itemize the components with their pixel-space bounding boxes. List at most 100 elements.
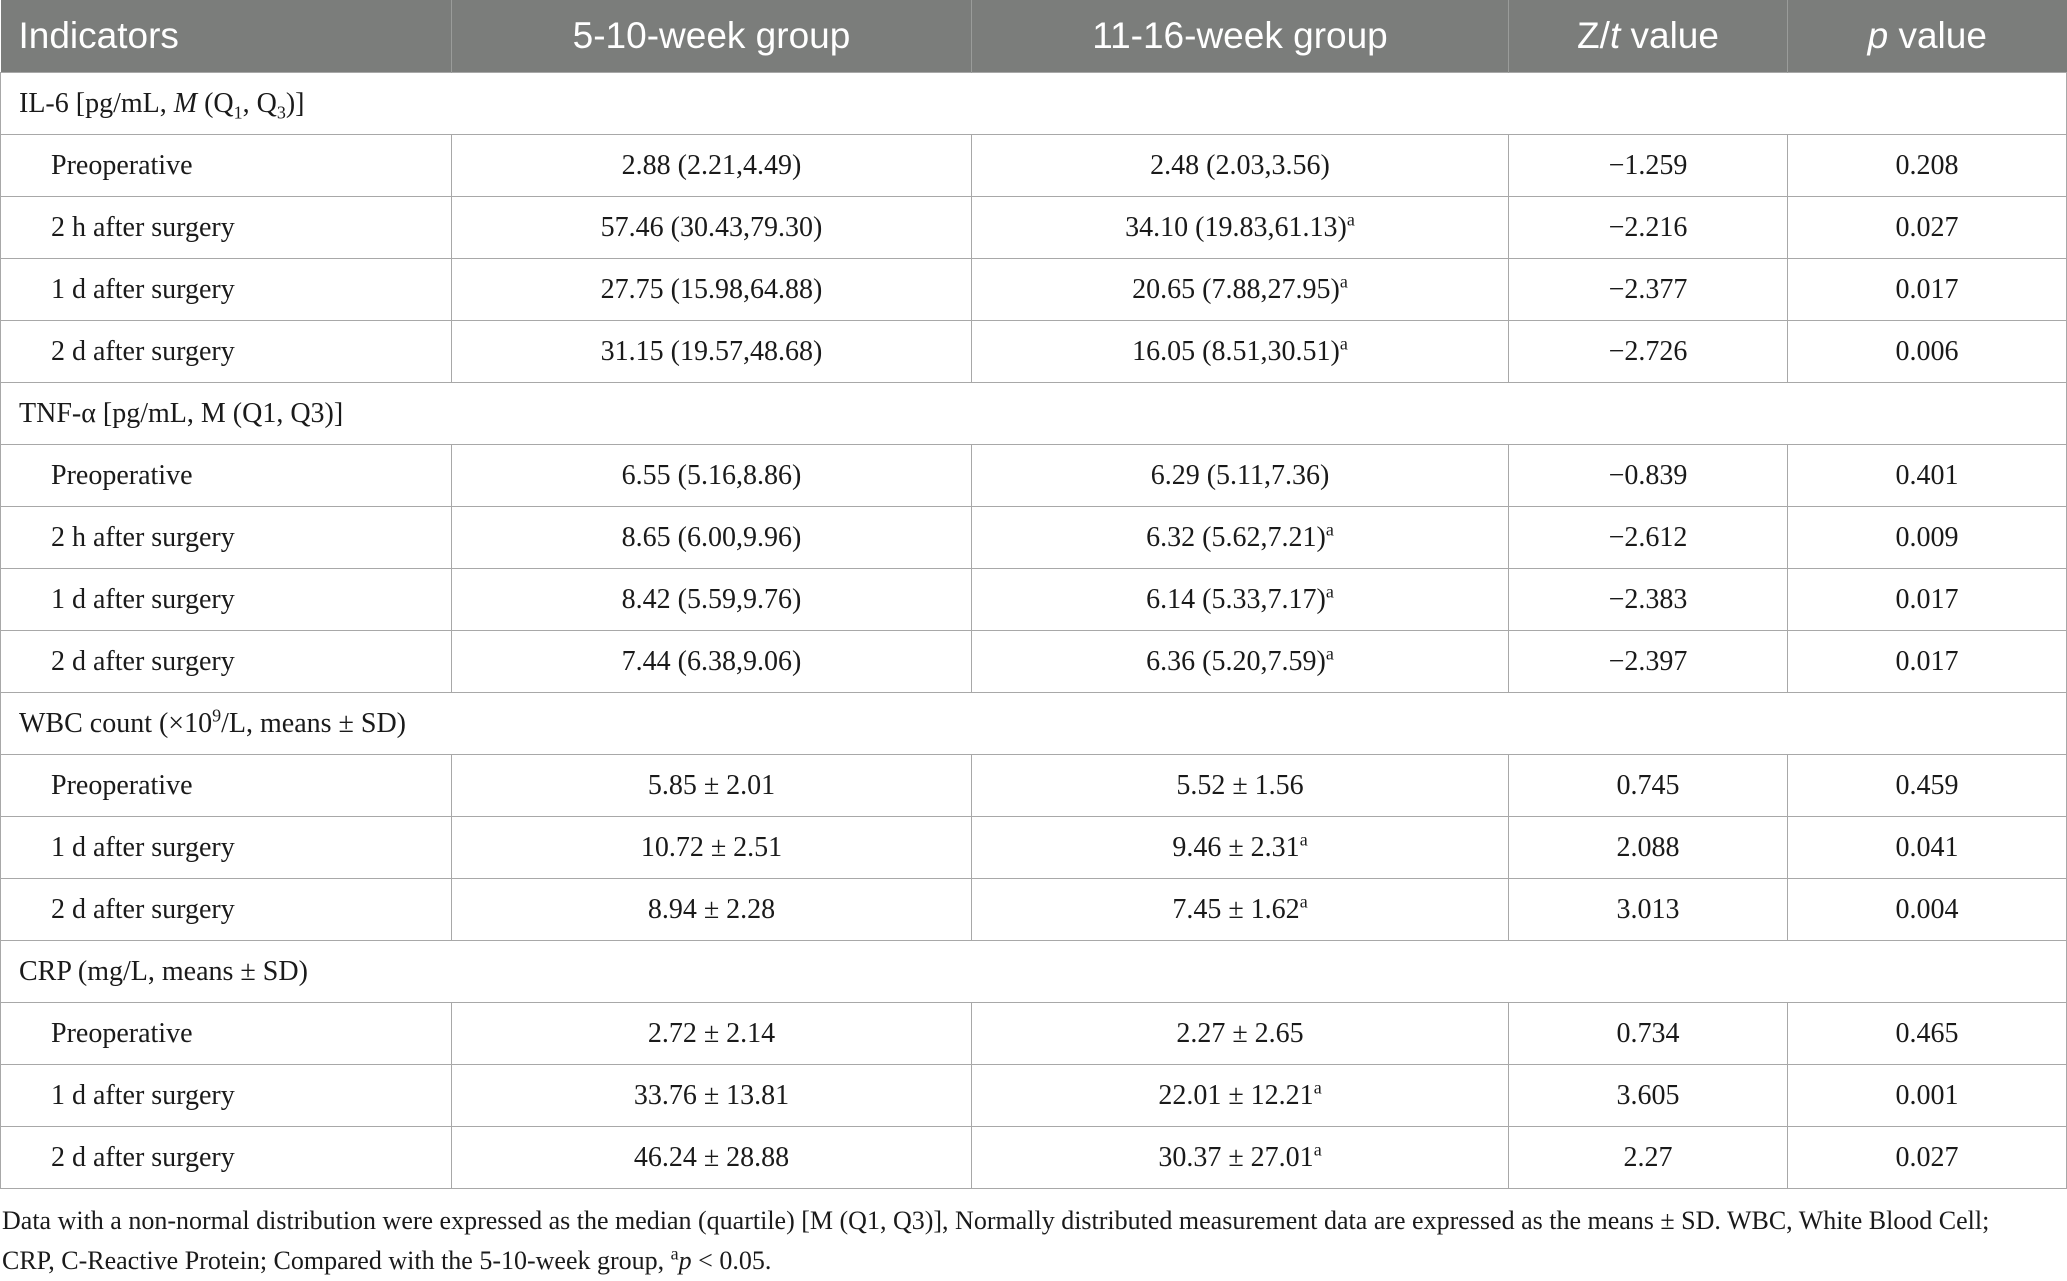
section-title-crp: CRP (mg/L, means ± SD) [0,940,2067,1003]
p-value-cell: 0.465 [1787,1002,2067,1065]
section-header-row: WBC count (×109/L, means ± SD) [0,692,2067,755]
group-b-value: 6.14 (5.33,7.17) [1146,583,1326,615]
significance-mark: a [1346,209,1355,230]
group-a-cell: 31.15 (19.57,48.68) [451,320,972,383]
section-title-superscript: 9 [212,705,222,726]
statistic-cell: −0.839 [1508,444,1788,507]
row-label: 2 d after surgery [0,878,452,941]
p-value-cell: 0.017 [1787,630,2067,693]
group-b-cell: 9.46 ± 2.31a [971,816,1509,879]
header-group-a: 5-10-week group [451,0,972,73]
row-label: Preoperative [0,444,452,507]
header-statistic-t: t [1609,15,1621,56]
group-b-cell: 16.05 (8.51,30.51)a [971,320,1509,383]
group-a-cell: 6.55 (5.16,8.86) [451,444,972,507]
header-group-b: 11-16-week group [971,0,1509,73]
group-b-value: 34.10 (19.83,61.13) [1125,211,1347,243]
row-label: 1 d after surgery [0,258,452,321]
table-row: Preoperative 2.88 (2.21,4.49) 2.48 (2.03,3… [0,134,2067,197]
group-b-value: 6.32 (5.62,7.21) [1146,521,1326,553]
statistic-cell: 2.27 [1508,1126,1788,1189]
significance-mark: a [1313,1139,1322,1160]
group-b-value: 2.27 ± 2.65 [1176,1017,1304,1049]
p-value-cell: 0.208 [1787,134,2067,197]
row-label: 2 d after surgery [0,630,452,693]
group-b-cell: 2.27 ± 2.65 [971,1002,1509,1065]
p-value-cell: 0.401 [1787,444,2067,507]
statistic-cell: −1.259 [1508,134,1788,197]
header-p-value: p value [1787,0,2067,73]
section-title-text: , Q [242,87,277,119]
section-title-subscript: 3 [276,102,286,123]
table-row: Preoperative 6.55 (5.16,8.86) 6.29 (5.11,7… [0,444,2067,507]
section-title-text: /L, means ± SD) [221,707,407,739]
group-b-value: 5.52 ± 1.56 [1176,769,1304,801]
row-label: Preoperative [0,134,452,197]
statistic-cell: −2.216 [1508,196,1788,259]
row-label: 2 h after surgery [0,196,452,259]
section-title-subscript: 1 [233,102,243,123]
section-header-row: IL-6 [pg/mL, M (Q1, Q3)] [0,72,2067,135]
significance-mark: a [1339,333,1348,354]
group-b-value: 20.65 (7.88,27.95) [1132,273,1340,305]
group-b-value: 7.45 ± 1.62 [1172,893,1300,925]
statistic-cell: 3.605 [1508,1064,1788,1127]
section-title-text: )] [285,87,305,119]
group-b-value: 16.05 (8.51,30.51) [1132,335,1340,367]
group-a-cell: 27.75 (15.98,64.88) [451,258,972,321]
group-b-cell: 6.14 (5.33,7.17)a [971,568,1509,631]
group-b-value: 6.29 (5.11,7.36) [1150,459,1330,491]
significance-mark: a [1299,829,1308,850]
section-title-wbc: WBC count (×109/L, means ± SD) [0,692,2067,755]
group-a-cell: 33.76 ± 13.81 [451,1064,972,1127]
section-title-text: IL-6 [pg/mL, [19,87,174,119]
table-row: 1 d after surgery 27.75 (15.98,64.88) 20.6… [0,258,2067,321]
group-b-value: 30.37 ± 27.01 [1158,1141,1314,1173]
header-p-italic: p [1867,15,1889,56]
table-row: 2 d after surgery 31.15 (19.57,48.68) 16.0… [0,320,2067,383]
group-b-value: 6.36 (5.20,7.59) [1146,645,1326,677]
table-row: 2 h after surgery 8.65 (6.00,9.96) 6.32 (5… [0,506,2067,569]
section-title-tnf: TNF-α [pg/mL, M (Q1, Q3)] [0,382,2067,445]
header-p-suffix: value [1888,15,1987,56]
section-title-text: (Q [197,87,234,119]
statistic-cell: −2.397 [1508,630,1788,693]
footnote-line-1: Data with a non-normal distribution were… [2,1206,1990,1235]
table-row: 1 d after surgery 10.72 ± 2.51 9.46 ± 2.31… [0,816,2067,879]
table-row: Preoperative 2.72 ± 2.14 2.27 ± 2.65 0.734 0… [0,1002,2067,1065]
footnote-superscript: a [670,1243,679,1264]
row-label: 1 d after surgery [0,1064,452,1127]
group-a-cell: 5.85 ± 2.01 [451,754,972,817]
results-table: Indicators 5-10-week group 11-16-week gr… [0,0,2067,1189]
significance-mark: a [1339,271,1348,292]
section-header-row: CRP (mg/L, means ± SD) [0,940,2067,1003]
group-b-cell: 6.36 (5.20,7.59)a [971,630,1509,693]
statistic-cell: −2.383 [1508,568,1788,631]
row-label: 2 h after surgery [0,506,452,569]
statistic-cell: 3.013 [1508,878,1788,941]
table-footnote: Data with a non-normal distribution were… [0,1189,2062,1281]
row-label: Preoperative [0,1002,452,1065]
table-row: 1 d after surgery 33.76 ± 13.81 22.01 ± 12… [0,1064,2067,1127]
p-value-cell: 0.041 [1787,816,2067,879]
table-row: 2 d after surgery 8.94 ± 2.28 7.45 ± 1.62a… [0,878,2067,941]
group-a-cell: 7.44 (6.38,9.06) [451,630,972,693]
row-label: 2 d after surgery [0,1126,452,1189]
p-value-cell: 0.027 [1787,1126,2067,1189]
footnote-text: CRP, C-Reactive Protein; Compared with t… [2,1246,671,1275]
group-a-cell: 8.65 (6.00,9.96) [451,506,972,569]
group-b-cell: 22.01 ± 12.21a [971,1064,1509,1127]
p-value-cell: 0.459 [1787,754,2067,817]
statistic-cell: −2.726 [1508,320,1788,383]
footnote-line-2: CRP, C-Reactive Protein; Compared with t… [2,1241,2062,1281]
p-value-cell: 0.006 [1787,320,2067,383]
group-a-cell: 57.46 (30.43,79.30) [451,196,972,259]
group-b-cell: 2.48 (2.03,3.56) [971,134,1509,197]
group-b-cell: 6.29 (5.11,7.36) [971,444,1509,507]
table-row: 2 d after surgery 7.44 (6.38,9.06) 6.36 (5… [0,630,2067,693]
statistic-cell: −2.377 [1508,258,1788,321]
table-row: Preoperative 5.85 ± 2.01 5.52 ± 1.56 0.745 0… [0,754,2067,817]
statistic-cell: 0.745 [1508,754,1788,817]
p-value-cell: 0.017 [1787,258,2067,321]
